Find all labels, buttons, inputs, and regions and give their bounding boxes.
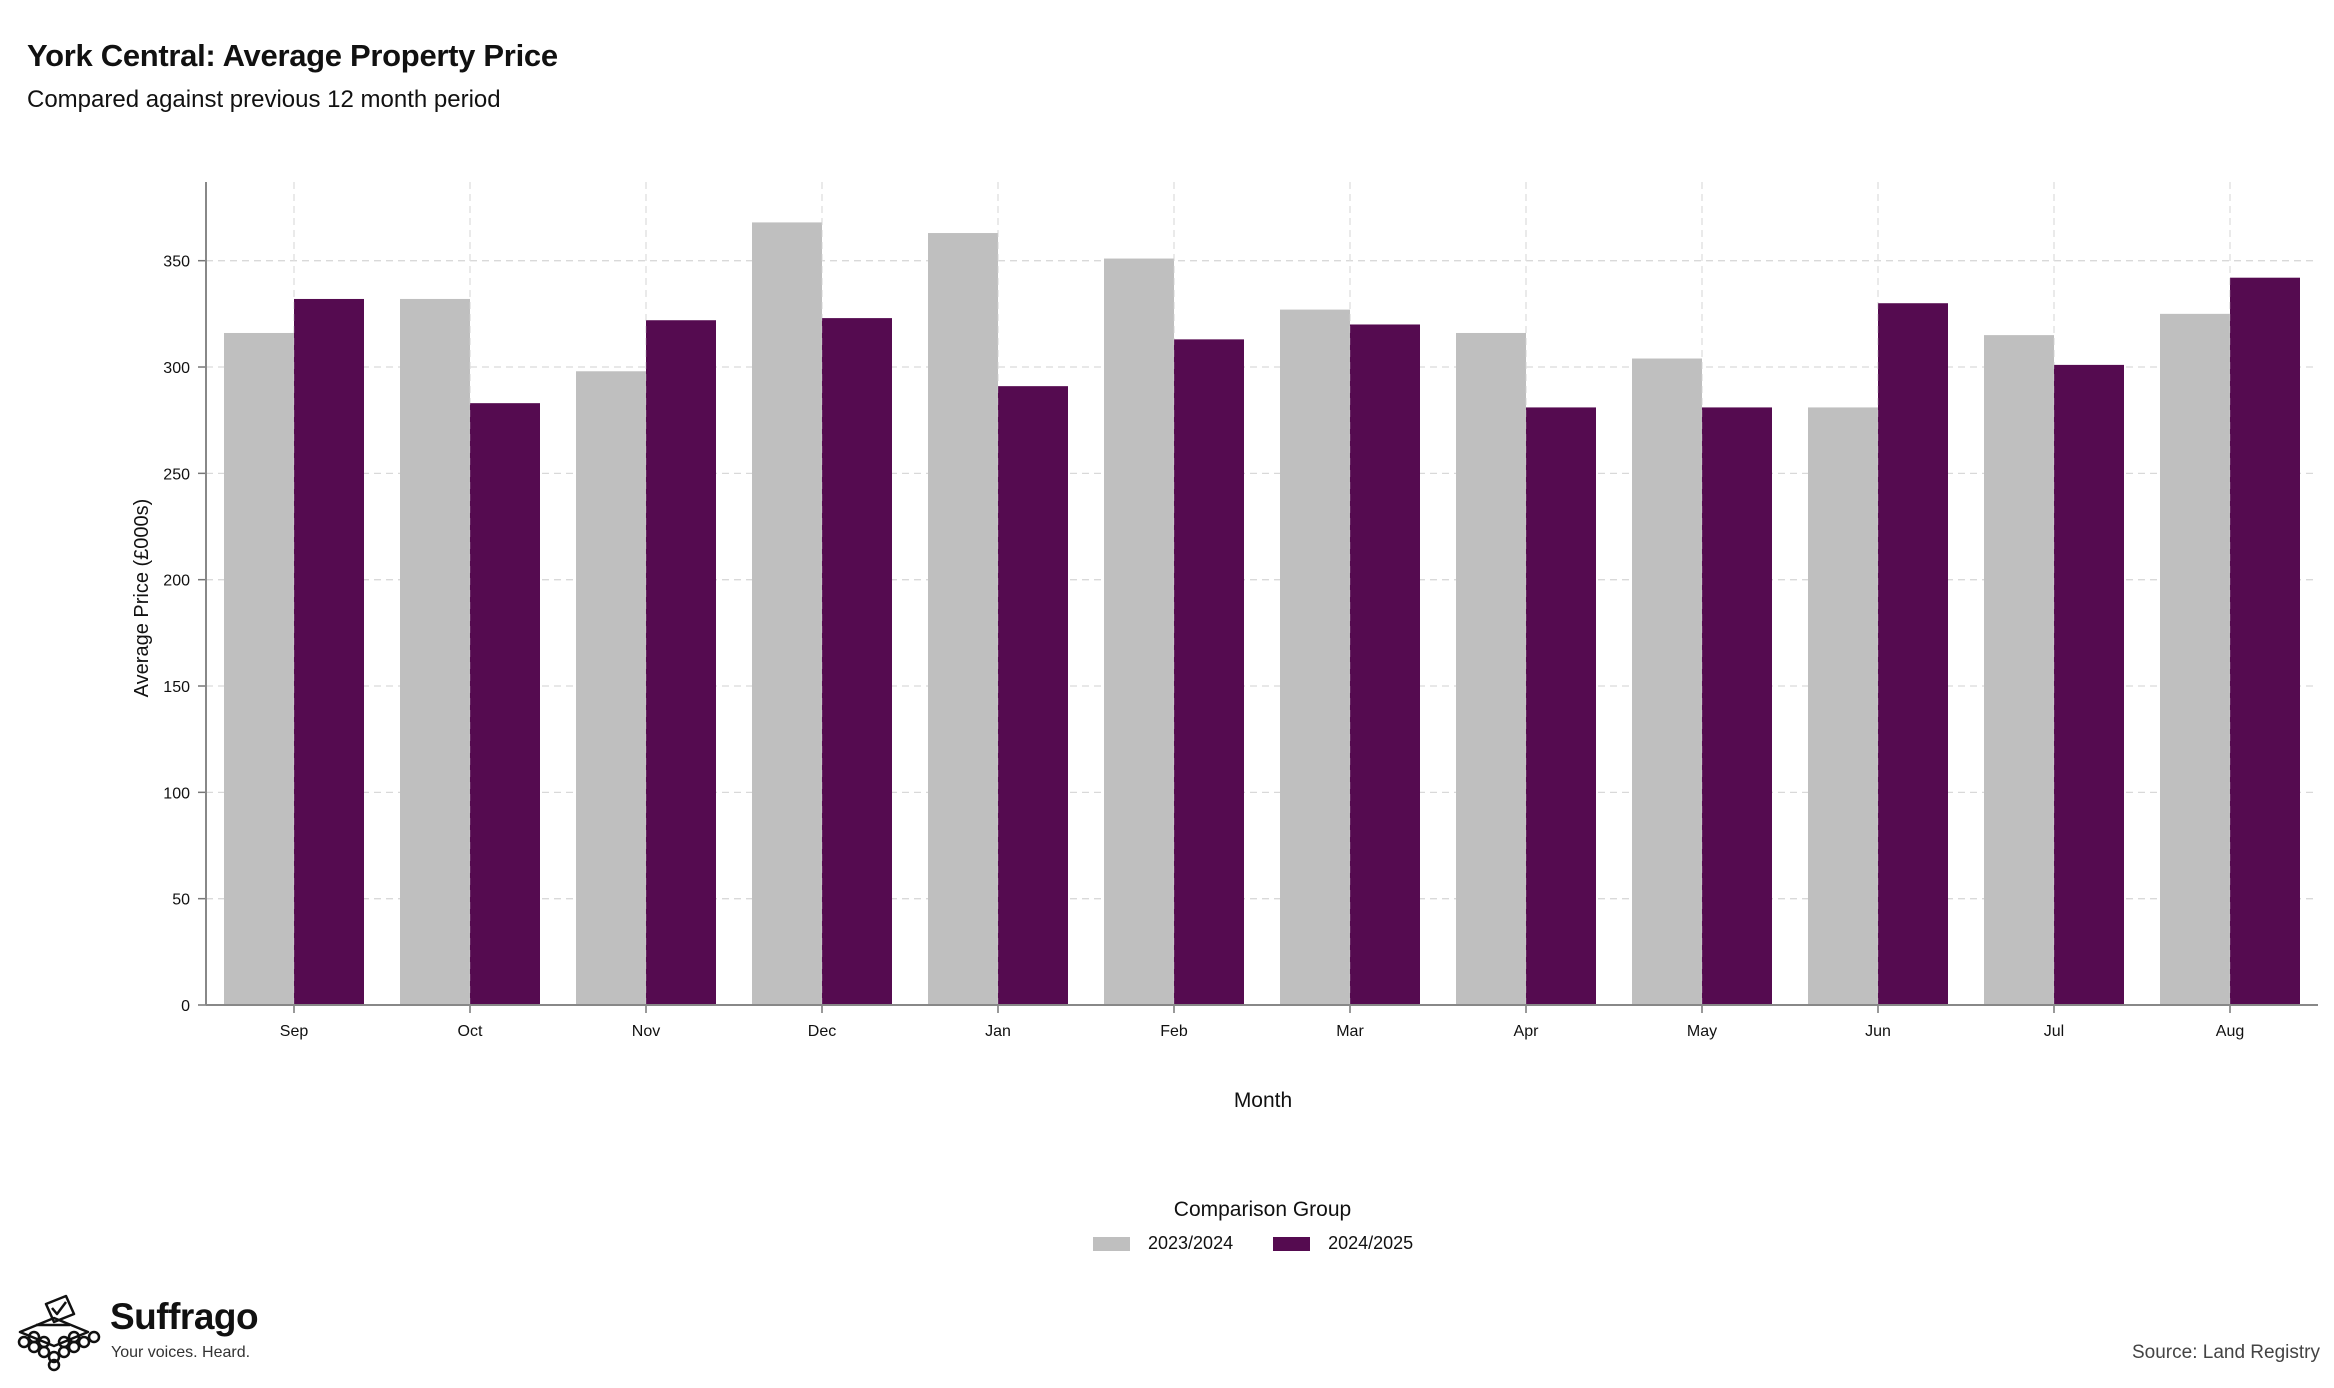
x-tick-label: Sep [280,1023,309,1040]
bar-2024-2025-dec [822,318,892,1005]
x-tick-label: Feb [1160,1023,1188,1040]
bar-2023-2024-aug [2160,313,2230,1006]
bar-2024-2025-aug [2230,277,2300,1006]
tick-labels: 0 50 100 150 200 250 300 350 Sep Oct Nov Dec Jan Feb M… [163,254,2244,1040]
chart-title: York Central: Average Property Price [27,38,558,73]
y-tick-label: 300 [163,360,190,377]
bar-2024-2025-nov [646,320,716,1005]
bar-2023-2024-jan [928,233,998,1005]
brand-name: Suffrago [110,1296,259,1337]
bar-2024-2025-jun [1878,303,1948,1005]
x-tick-label: May [1687,1023,1717,1040]
bar-2024-2025-jul [2054,364,2124,1005]
y-tick-label: 0 [181,998,190,1015]
bar-2024-2025-apr [1526,407,1596,1005]
legend-item-2023-2024: 2023/2024 [1093,1233,1233,1254]
bar-2023-2024-jul [1984,335,2054,1005]
y-tick-label: 150 [163,679,190,696]
bar-2023-2024-feb [1104,258,1174,1006]
ballot-box-logo-icon [17,1294,101,1372]
legend-label-2023-2024: 2023/2024 [1148,1233,1234,1253]
x-tick-label: Jan [985,1023,1011,1040]
legend-title: Comparison Group [1173,1198,1352,1221]
y-tick-label: 50 [172,892,190,909]
legend-swatch-2024-2025 [1273,1236,1311,1251]
y-tick-label: 100 [163,785,190,802]
legend-swatch-2023-2024 [1093,1236,1130,1251]
bar-2023-2024-sep [224,332,294,1006]
brand-tagline: Your voices. Heard. [111,1344,251,1361]
x-tick-label: Jun [1865,1023,1891,1040]
bar-2023-2024-apr [1456,332,1526,1006]
bar-2024-2025-mar [1350,324,1420,1005]
x-tick-label: Mar [1336,1023,1364,1040]
bar-2024-2025-feb [1174,339,1244,1005]
legend: 2023/2024 2024/2025 [1093,1233,1453,1254]
legend-label-2024-2025: 2024/2025 [1328,1233,1414,1253]
bars [224,182,2300,1006]
x-tick-label: Aug [2216,1023,2244,1040]
y-tick-label: 250 [163,466,190,483]
source-note: Source: Land Registry [2132,1342,2320,1363]
x-tick-label: Oct [458,1023,483,1040]
x-axis-label: Month [1234,1089,1292,1112]
bar-2023-2024-may [1632,358,1702,1005]
bar-2023-2024-nov [576,371,646,1005]
y-tick-label: 200 [163,573,190,590]
legend-item-2024-2025: 2024/2025 [1273,1233,1413,1254]
bar-2023-2024-oct [400,298,470,1005]
axes [198,182,2318,1013]
bar-2024-2025-jan [998,386,1068,1005]
x-tick-label: Nov [632,1023,660,1040]
x-tick-label: Apr [1514,1023,1540,1040]
y-axis-label: Average Price (£000s) [131,499,153,698]
bar-2024-2025-oct [470,403,540,1005]
y-tick-label: 350 [163,254,190,271]
bar-2023-2024-jun [1808,407,1878,1005]
x-tick-label: Dec [808,1023,836,1040]
bar-2024-2025-may [1702,407,1772,1005]
bar-2023-2024-mar [1280,309,1350,1005]
bar-2023-2024-dec [752,222,822,1005]
chart-subtitle: Compared against previous 12 month perio… [27,86,501,113]
bar-2024-2025-sep [294,298,364,1005]
x-tick-label: Jul [2044,1023,2064,1040]
